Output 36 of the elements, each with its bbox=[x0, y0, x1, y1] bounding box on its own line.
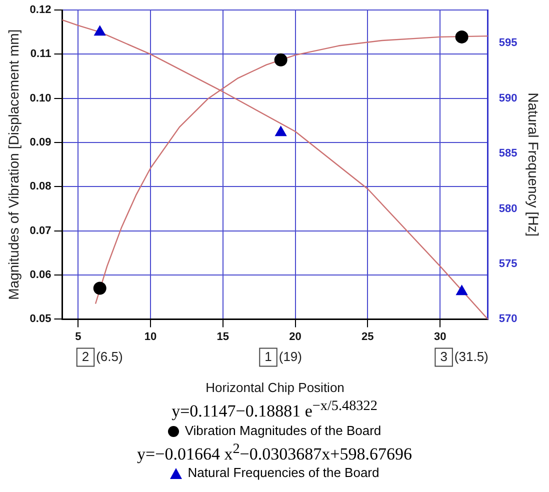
point bbox=[275, 126, 287, 136]
y-axis-title: Magnitudes of Vibration [Displacement mm] bbox=[5, 29, 22, 300]
y2-tick-label: 590 bbox=[498, 92, 518, 104]
y2-tick-label: 570 bbox=[498, 313, 518, 326]
y-tick-label: 0.07 bbox=[30, 224, 52, 237]
text: y=0.1147−0.18881 e$^{−x/5.48322}$ bbox=[170, 397, 378, 422]
x-tick-label: 5 bbox=[75, 330, 82, 343]
point bbox=[456, 285, 468, 296]
text: 3 (31.5) bbox=[440, 348, 488, 364]
x-tick-label: 20 bbox=[289, 330, 302, 343]
x-tick-label: 30 bbox=[434, 330, 446, 343]
text: 1 (19) bbox=[264, 348, 302, 364]
point bbox=[274, 53, 288, 66]
point bbox=[455, 30, 468, 44]
x-tick-label: 15 bbox=[216, 330, 230, 343]
y-tick-label: 0.08 bbox=[30, 180, 52, 193]
y2-tick-label: 575 bbox=[498, 258, 518, 270]
y-tick-label: 0.06 bbox=[30, 269, 52, 282]
text: y=−0.01664 x$^{2}$−0.0303687x+598.67696 bbox=[136, 440, 413, 464]
x-tick-label: 10 bbox=[144, 330, 157, 343]
y-tick-label: 0.10 bbox=[30, 92, 52, 104]
x-axis-title: Horizontal Chip Position bbox=[206, 380, 344, 395]
point bbox=[94, 26, 106, 36]
y2-axis-title: Natural Frequency [Hz] bbox=[526, 92, 542, 237]
y-tick-label: 0.12 bbox=[30, 4, 52, 16]
text: 2 (6.5) bbox=[82, 348, 123, 364]
y-tick-label: 0.11 bbox=[30, 48, 52, 60]
y2-tick-label: 595 bbox=[498, 37, 518, 50]
x-tick-label: 25 bbox=[362, 330, 374, 343]
y2-tick-label: 580 bbox=[498, 202, 518, 215]
legend-label: Vibration Magnitudes of the Board bbox=[184, 422, 382, 438]
point bbox=[93, 282, 106, 295]
y-tick-label: 0.05 bbox=[30, 313, 52, 326]
y2-tick-label: 585 bbox=[498, 148, 518, 160]
legend-label: Natural Frequencies of the Board bbox=[188, 465, 380, 480]
y-tick-label: 0.09 bbox=[30, 136, 52, 149]
